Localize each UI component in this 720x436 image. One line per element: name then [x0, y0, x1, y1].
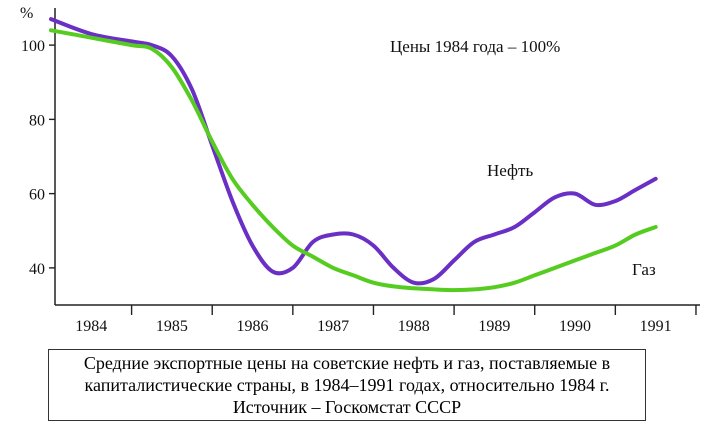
line-chart: % Цены 1984 года – 100% 40 60 80 100 1984 19…	[20, 5, 700, 335]
x-tick-label: 1990	[559, 318, 591, 335]
caption-line-1: Средние экспортные цены на советские неф…	[83, 353, 611, 373]
x-tick-label: 1989	[478, 318, 510, 335]
x-tick-label: 1985	[156, 318, 188, 335]
x-tick-label: 1984	[75, 318, 107, 335]
series-line-oil	[49, 17, 658, 286]
series-line-gas	[49, 28, 658, 293]
x-tick-label: 1986	[237, 318, 269, 335]
x-tick-label: 1987	[317, 318, 349, 335]
chart-caption: Средние экспортные цены на советские неф…	[48, 349, 646, 421]
y-tick-label: 80	[29, 112, 45, 129]
y-tick-label: 60	[29, 187, 45, 204]
y-axis-unit-label: %	[20, 5, 33, 22]
x-tick-label: 1991	[640, 318, 672, 335]
caption-line-2: капиталистические страны, в 1984–1991 го…	[84, 375, 610, 395]
caption-line-3: Источник – Госкомстат СССР	[232, 397, 462, 417]
y-tick-label: 40	[29, 261, 45, 278]
y-tick-label: 100	[21, 38, 45, 55]
series-label-oil: Нефть	[487, 161, 533, 180]
x-tick-label: 1988	[398, 318, 430, 335]
series-label-gas: Газ	[632, 260, 656, 279]
chart-annotation: Цены 1984 года – 100%	[390, 37, 560, 56]
